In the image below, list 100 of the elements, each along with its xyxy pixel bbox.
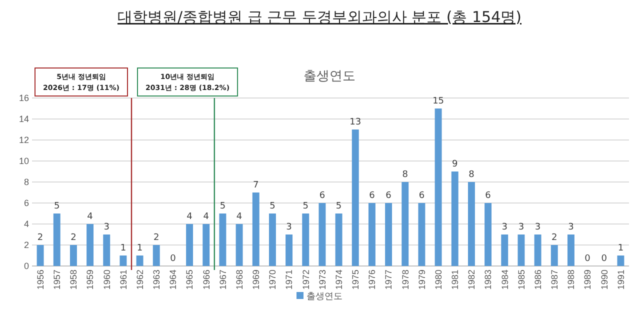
data-label: 8 (468, 170, 475, 180)
x-tick-label: 1987 (550, 270, 560, 290)
x-tick-label: 1981 (450, 270, 460, 290)
bar (318, 203, 326, 266)
bar (152, 245, 160, 266)
bar (268, 214, 276, 266)
bar (70, 245, 77, 266)
x-tick-label: 1989 (582, 270, 593, 290)
data-label: 3 (568, 222, 574, 232)
bar (36, 245, 44, 266)
bar (434, 108, 442, 266)
y-tick-label: 8 (24, 176, 29, 187)
bar (534, 234, 542, 266)
data-label: 0 (170, 254, 176, 264)
bar (451, 172, 458, 266)
bar (352, 130, 359, 266)
x-tick-label: 1966 (201, 270, 212, 290)
bar (418, 203, 426, 266)
x-tick-label: 1972 (300, 270, 311, 290)
x-tick-label: 1962 (134, 270, 145, 290)
data-label: 0 (584, 254, 591, 264)
bar (368, 203, 376, 266)
x-tick-label: 1978 (400, 270, 410, 290)
x-tick-label: 1975 (350, 270, 361, 290)
data-label: 6 (369, 191, 376, 201)
data-label: 4 (203, 212, 210, 222)
data-label: 4 (236, 212, 242, 222)
bar (302, 214, 310, 266)
data-label: 3 (534, 222, 541, 232)
x-tick-label: 1984 (500, 270, 510, 290)
data-label: 5 (270, 202, 276, 212)
bar (219, 214, 226, 266)
bar (136, 256, 144, 266)
x-tick-label: 1977 (384, 270, 394, 290)
x-tick-label: 1968 (234, 270, 244, 290)
y-tick-label: 10 (18, 156, 29, 166)
data-label: 2 (552, 233, 558, 243)
data-label: 3 (104, 222, 110, 232)
y-tick-label: 4 (24, 218, 29, 229)
x-tick-label: 1960 (102, 270, 112, 290)
x-tick-label: 1973 (317, 270, 328, 290)
y-tick-label: 2 (24, 240, 29, 250)
bar (501, 234, 508, 266)
x-tick-label: 1980 (433, 270, 444, 290)
y-tick-label: 6 (24, 198, 29, 208)
x-tick-label: 1965 (184, 270, 195, 290)
x-tick-label: 1983 (483, 270, 494, 290)
data-label: 7 (253, 180, 259, 190)
data-label: 2 (37, 233, 44, 243)
chart-subtitle: 출생연도 (304, 69, 356, 84)
bar (120, 256, 127, 266)
x-tick-label: 1969 (251, 270, 262, 290)
data-label: 5 (220, 202, 226, 212)
x-tick-label: 1976 (367, 270, 378, 290)
x-tick-label: 1982 (466, 270, 477, 290)
bar (518, 234, 525, 266)
data-label: 3 (286, 222, 292, 232)
x-tick-label: 1959 (85, 270, 96, 290)
x-tick-label: 1967 (218, 270, 228, 290)
data-label: 6 (319, 191, 326, 201)
data-label: 4 (186, 212, 193, 222)
data-label: 3 (518, 222, 524, 232)
data-label: 2 (70, 233, 76, 243)
legend-label: 출생연도 (306, 292, 342, 302)
data-label: 6 (418, 191, 425, 201)
bar (617, 256, 624, 266)
data-label: 13 (350, 118, 362, 128)
bar (252, 192, 260, 266)
y-tick-label: 14 (18, 114, 29, 124)
data-label: 4 (87, 212, 94, 222)
x-tick-label: 1958 (68, 270, 79, 290)
x-tick-label: 1963 (152, 270, 162, 290)
bar (186, 224, 194, 266)
y-tick-label: 16 (18, 92, 29, 103)
bar (103, 234, 110, 266)
y-tick-label: 0 (24, 260, 29, 271)
data-label: 1 (136, 244, 143, 254)
bar (484, 203, 492, 266)
x-tick-label: 1971 (284, 270, 294, 290)
data-label: 1 (120, 244, 126, 254)
data-label: 1 (618, 244, 624, 254)
y-tick-label: 12 (18, 134, 29, 145)
x-tick-label: 1957 (52, 270, 62, 290)
data-label: 6 (386, 191, 392, 201)
x-tick-label: 1979 (416, 270, 427, 290)
bar (236, 224, 243, 266)
bar (202, 224, 210, 266)
x-tick-label: 1974 (334, 270, 344, 290)
bar (402, 182, 409, 266)
bar (86, 224, 94, 266)
data-label: 8 (402, 170, 408, 180)
bar (335, 214, 342, 266)
data-label: 5 (302, 202, 308, 212)
bar (53, 214, 60, 266)
data-label: 5 (336, 202, 342, 212)
bar (567, 234, 574, 266)
data-label: 9 (452, 160, 458, 170)
bar (550, 245, 558, 266)
x-tick-label: 1964 (168, 270, 178, 290)
data-label: 2 (154, 233, 160, 243)
